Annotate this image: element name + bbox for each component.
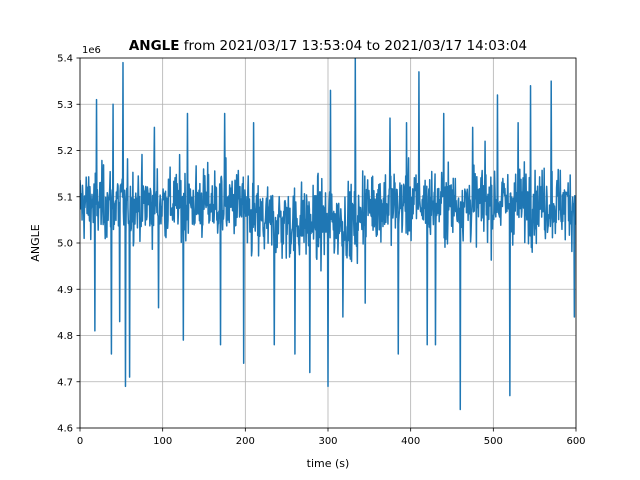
- y-axis-ticks: 4.6 4.7 4.8 4.9 5.0 5.1 5.2 5.3 5.4: [57, 54, 80, 435]
- y-tick-label: 5.2: [57, 146, 73, 157]
- y-tick-label: 5.0: [57, 239, 73, 250]
- x-tick-label: 400: [401, 436, 420, 447]
- chart-title-rest: from 2021/03/17 13:53:04 to 2021/03/17 1…: [180, 38, 528, 54]
- x-tick-label: 600: [566, 436, 585, 447]
- x-tick-label: 100: [153, 436, 172, 447]
- y-tick-label: 4.8: [57, 331, 73, 342]
- plot-area: [80, 58, 576, 411]
- x-axis-ticks: 0 100 200 300 400 500 600: [77, 428, 586, 447]
- x-tick-label: 200: [236, 436, 255, 447]
- grid: [79, 57, 577, 429]
- x-axis-label: time (s): [307, 457, 350, 470]
- y-axis-label: ANGLE: [29, 224, 42, 261]
- y-tick-label: 5.1: [57, 192, 73, 203]
- y-offset-label: 1e6: [82, 45, 101, 56]
- y-tick-label: 4.9: [57, 285, 73, 296]
- y-tick-label: 5.4: [57, 54, 73, 65]
- x-tick-label: 300: [318, 436, 337, 447]
- chart-title-bold: ANGLE: [129, 38, 180, 54]
- x-tick-label: 500: [484, 436, 503, 447]
- x-tick-label: 0: [77, 436, 83, 447]
- y-tick-label: 4.7: [57, 377, 73, 388]
- y-tick-label: 4.6: [57, 424, 73, 435]
- y-tick-label: 5.3: [57, 100, 73, 111]
- chart-title: ANGLE from 2021/03/17 13:53:04 to 2021/0…: [129, 38, 527, 54]
- series-line: [80, 58, 576, 411]
